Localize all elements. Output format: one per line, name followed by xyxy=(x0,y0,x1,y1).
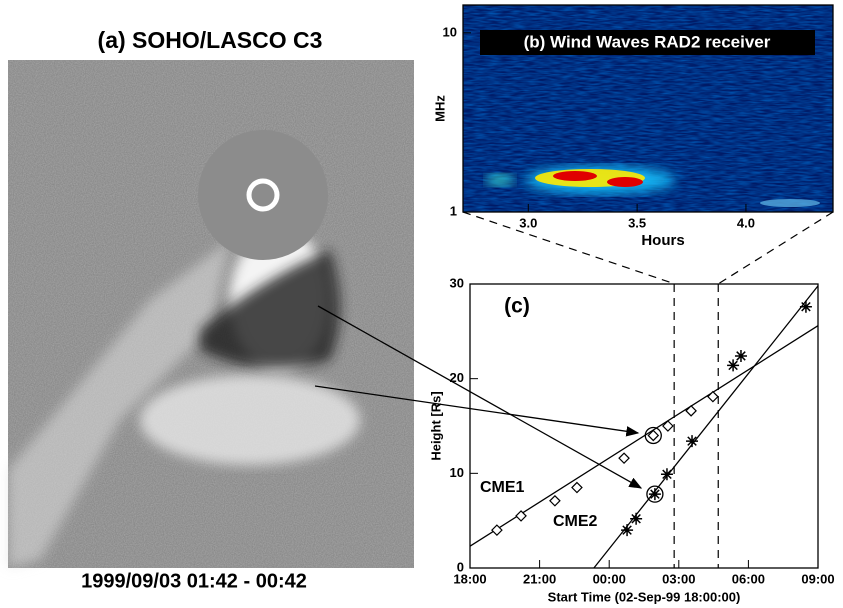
diamond-marker xyxy=(662,420,674,432)
x-tick-label: 03:00 xyxy=(662,571,695,586)
asterisk-marker xyxy=(727,359,740,372)
y-tick-label: 1 xyxy=(450,203,457,218)
x-tick-label: 00:00 xyxy=(593,571,626,586)
x-tick-label: 3.0 xyxy=(519,215,537,230)
diamond-marker xyxy=(618,452,630,465)
x-tick-label: 09:00 xyxy=(801,571,834,586)
diamond-marker xyxy=(647,429,660,442)
x-axis-label: Start Time (02-Sep-99 18:00:00) xyxy=(548,589,741,604)
y-tick-label: 0 xyxy=(457,559,464,574)
highlight-circle xyxy=(646,485,664,503)
y-tick-label: 20 xyxy=(450,370,464,385)
panel-a-caption: 1999/09/03 01:42 - 00:42 xyxy=(81,570,307,592)
x-tick-label: 18:00 xyxy=(453,571,486,586)
title-box xyxy=(480,30,815,55)
asterisk-marker xyxy=(621,524,634,537)
asterisk-marker xyxy=(686,435,699,448)
y-axis-label: MHz xyxy=(432,95,447,122)
plot-frame xyxy=(462,4,834,213)
asterisk-marker xyxy=(630,512,643,525)
x-axis-label: Hours xyxy=(641,232,684,249)
asterisk-marker xyxy=(734,349,747,362)
series-label: CME1 xyxy=(480,479,525,496)
asterisk-marker xyxy=(660,468,673,481)
highlight-circle xyxy=(644,426,662,445)
diamond-marker xyxy=(685,405,697,417)
panel-c-title: (c) xyxy=(504,295,530,318)
series-label: CME2 xyxy=(553,513,598,530)
panel-b-title: (b) Wind Waves RAD2 receiver xyxy=(524,32,771,51)
y-axis-label: Height [Rs] xyxy=(428,391,443,460)
asterisk-marker xyxy=(648,488,661,501)
fit-line xyxy=(469,325,819,547)
diamond-marker xyxy=(571,481,583,494)
x-tick-label: 06:00 xyxy=(732,571,765,586)
y-tick-label: 10 xyxy=(450,465,464,480)
asterisk-marker xyxy=(799,300,812,313)
plot-frame xyxy=(469,283,819,569)
connectors xyxy=(462,211,834,285)
diamond-marker xyxy=(491,524,503,536)
x-tick-label: 4.0 xyxy=(737,215,755,230)
fit-line xyxy=(593,285,819,569)
coronagraph-image xyxy=(8,60,414,568)
y-tick-label: 30 xyxy=(450,275,464,290)
arrows xyxy=(314,305,643,489)
panel-a-title: (a) SOHO/LASCO C3 xyxy=(98,27,323,53)
diamond-marker xyxy=(707,390,719,403)
diamond-marker xyxy=(549,494,561,507)
x-tick-label: 3.5 xyxy=(628,215,646,230)
diamond-marker xyxy=(515,510,527,522)
x-tick-label: 21:00 xyxy=(523,571,556,586)
y-tick-label: 10 xyxy=(443,24,457,39)
